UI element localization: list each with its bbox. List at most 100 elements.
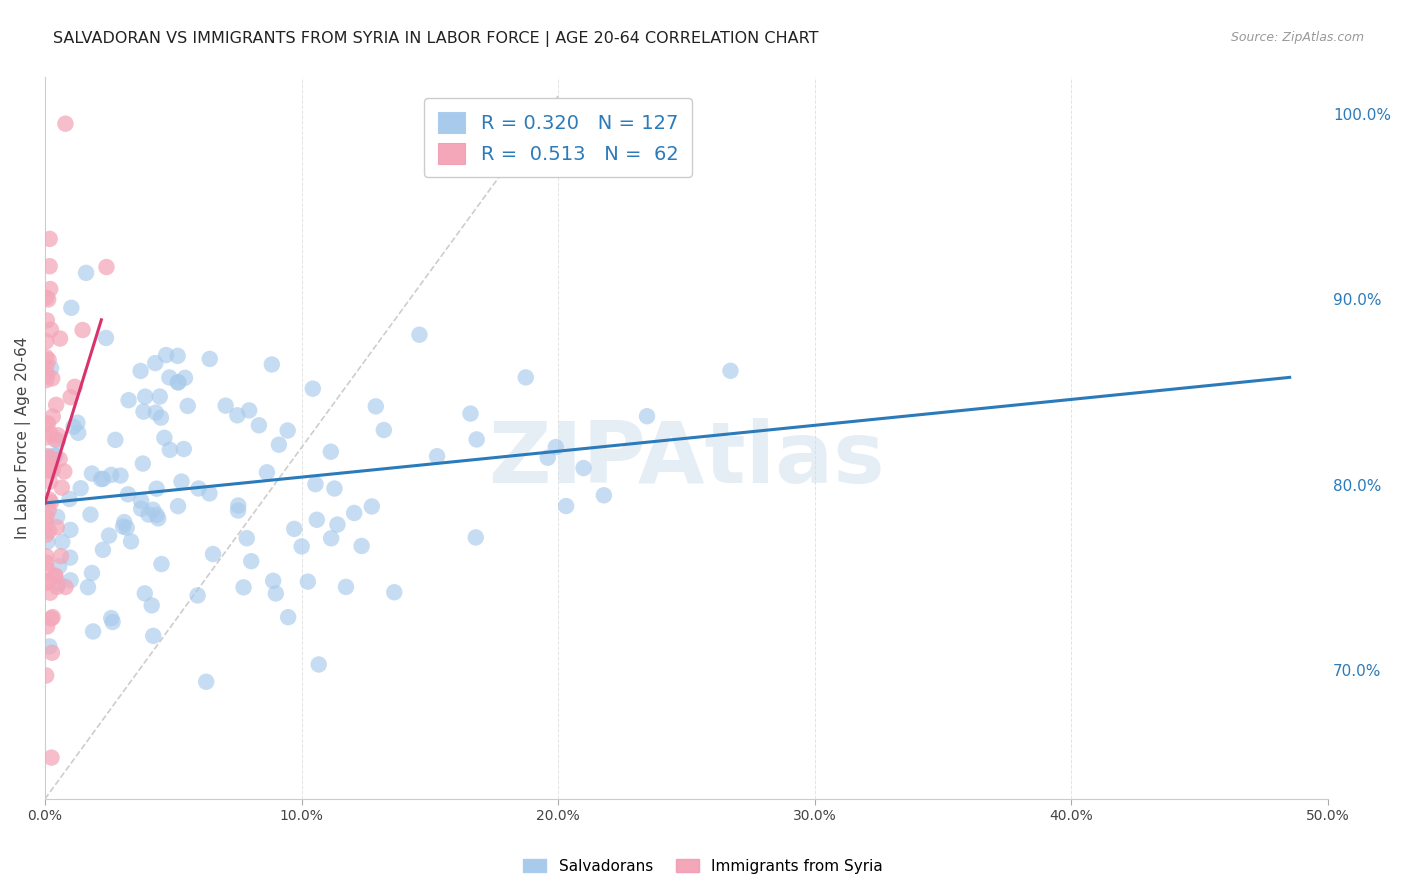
Point [35,576,58,591]
Point [277,610,299,624]
Point [304,477,326,491]
Point [572,461,595,475]
Point [38,259,60,273]
Point [720,364,742,378]
Point [202,547,225,561]
Point [408,327,430,342]
Point [41,610,63,624]
Point [42,462,65,476]
Point [187,482,209,496]
Point [38,352,60,367]
Point [35,510,58,524]
Point [112,515,135,529]
Point [62,419,84,434]
Point [174,371,197,385]
Point [44,568,66,582]
Point [63,380,86,394]
Point [39,585,62,599]
Point [360,500,382,514]
Point [364,400,387,414]
Point [112,519,135,533]
Text: Source: ZipAtlas.com: Source: ZipAtlas.com [1230,31,1364,45]
Point [636,409,658,424]
Point [38,503,60,517]
Point [44,433,66,447]
Point [283,522,305,536]
Point [544,440,567,454]
Point [58,491,80,506]
Point [301,382,323,396]
Point [59,574,82,588]
Point [91,542,114,557]
Point [37,450,59,464]
Point [170,475,193,489]
Point [142,502,165,516]
Point [291,540,314,554]
Point [460,407,482,421]
Point [555,499,578,513]
Point [38,640,60,654]
Point [41,463,63,477]
Point [129,494,152,508]
Point [134,586,156,600]
Point [593,488,616,502]
Point [129,501,152,516]
Point [37,417,59,431]
Point [142,629,165,643]
Point [155,348,177,362]
Point [267,438,290,452]
Point [305,513,328,527]
Point [94,331,117,345]
Legend: R = 0.320   N = 127, R =  0.513   N =  62: R = 0.320 N = 127, R = 0.513 N = 62 [425,98,692,178]
Point [37,563,59,577]
Point [53,465,76,479]
Point [35,549,58,563]
Point [134,390,156,404]
Point [72,323,94,337]
Point [426,449,449,463]
Point [343,506,366,520]
Point [35,291,58,305]
Point [49,332,72,346]
Point [45,398,67,412]
Point [120,534,142,549]
Point [39,361,62,376]
Point [77,580,100,594]
Point [187,589,209,603]
Point [153,431,176,445]
Point [101,615,124,629]
Point [48,559,70,574]
Point [236,531,259,545]
Point [214,399,236,413]
Point [515,370,537,384]
Point [60,301,83,315]
Point [41,750,63,764]
Point [167,499,190,513]
Point [75,266,97,280]
Point [145,482,167,496]
Point [41,646,63,660]
Point [226,503,249,517]
Point [42,409,65,424]
Point [240,554,263,568]
Point [37,574,59,588]
Text: SALVADORAN VS IMMIGRANTS FROM SYRIA IN LABOR FORCE | AGE 20-64 CORRELATION CHART: SALVADORAN VS IMMIGRANTS FROM SYRIA IN L… [53,31,818,47]
Legend: Salvadorans, Immigrants from Syria: Salvadorans, Immigrants from Syria [517,853,889,880]
Point [159,442,181,457]
Point [51,481,73,495]
Point [38,232,60,246]
Point [319,444,342,458]
Point [35,516,58,531]
Point [44,449,66,463]
Point [37,534,59,549]
Point [264,586,287,600]
Point [326,517,349,532]
Point [80,566,103,580]
Point [59,550,82,565]
Point [35,373,58,387]
Point [465,433,488,447]
Point [39,323,62,337]
Point [350,539,373,553]
Point [117,487,139,501]
Point [98,528,121,542]
